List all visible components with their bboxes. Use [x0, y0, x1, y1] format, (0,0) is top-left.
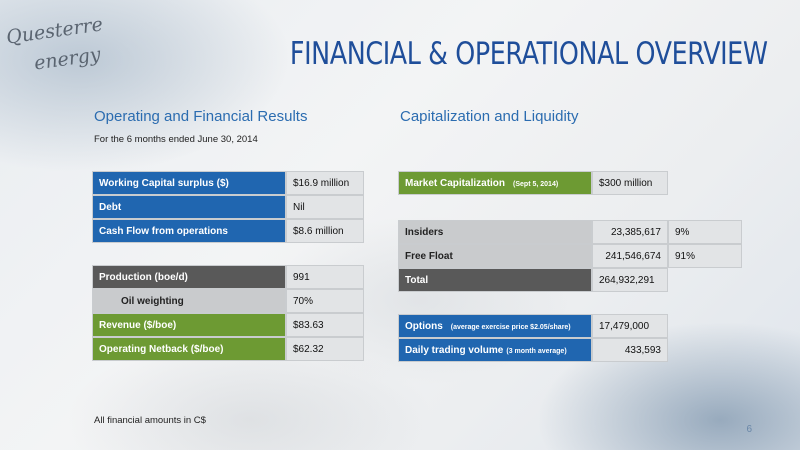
- table-row: Free Float 241,546,674 91%: [398, 244, 742, 268]
- row-label: Daily trading volume (3 month average): [398, 338, 592, 362]
- table-row: Production (boe/d) 991: [92, 265, 364, 289]
- table-row: Insiders 23,385,617 9%: [398, 220, 742, 244]
- operating-results-heading: Operating and Financial Results: [94, 108, 308, 125]
- footer-note: All financial amounts in C$: [94, 415, 206, 426]
- table-row: Cash Flow from operations $8.6 million: [92, 219, 364, 243]
- row-label: Revenue ($/boe): [92, 313, 286, 337]
- table-row: Working Capital surplus ($) $16.9 millio…: [92, 171, 364, 195]
- row-label: Working Capital surplus ($): [92, 171, 286, 195]
- market-cap-label: Market Capitalization: [405, 177, 506, 189]
- operational-results-table: Production (boe/d) 991 Oil weighting 70%…: [92, 265, 364, 361]
- row-label: Options (average exercise price $2.05/sha…: [398, 314, 592, 338]
- table-row: Debt Nil: [92, 195, 364, 219]
- row-value: $83.63: [286, 313, 364, 337]
- logo-line-2: energy: [32, 43, 102, 75]
- row-value: 17,479,000: [592, 314, 668, 338]
- empty-cell: [668, 268, 742, 292]
- row-label: Debt: [92, 195, 286, 219]
- row-label: Production (boe/d): [92, 265, 286, 289]
- table-row: Market Capitalization (Sept 5, 2014) $300…: [398, 171, 668, 195]
- table-row: Revenue ($/boe) $83.63: [92, 313, 364, 337]
- logo-line-1: Questerre: [4, 13, 105, 49]
- market-cap-note: (Sept 5, 2014): [513, 180, 559, 188]
- row-percent: 91%: [668, 244, 742, 268]
- table-row: Operating Netback ($/boe) $62.32: [92, 337, 364, 361]
- options-table: Options (average exercise price $2.05/sha…: [398, 314, 668, 362]
- row-value: 241,546,674: [592, 244, 668, 268]
- row-value: 70%: [286, 289, 364, 313]
- table-row: Oil weighting 70%: [92, 289, 364, 313]
- capitalization-heading: Capitalization and Liquidity: [400, 108, 579, 125]
- options-note: (average exercise price $2.05/share): [450, 323, 571, 331]
- row-value: $16.9 million: [286, 171, 364, 195]
- row-value: 23,385,617: [592, 220, 668, 244]
- row-value: $300 million: [592, 171, 668, 195]
- row-value: 264,932,291: [592, 268, 668, 292]
- row-percent: 9%: [668, 220, 742, 244]
- trading-note: (3 month average): [506, 347, 567, 355]
- slide-title: FINANCIAL & OPERATIONAL OVERVIEW: [290, 36, 768, 72]
- row-label: Market Capitalization (Sept 5, 2014): [398, 171, 592, 195]
- shares-table: Insiders 23,385,617 9% Free Float 241,54…: [398, 220, 742, 292]
- row-label: Insiders: [398, 220, 592, 244]
- trading-label: Daily trading volume: [405, 344, 504, 356]
- table-row: Options (average exercise price $2.05/sha…: [398, 314, 668, 338]
- row-value: Nil: [286, 195, 364, 219]
- market-cap-table: Market Capitalization (Sept 5, 2014) $300…: [398, 171, 668, 195]
- row-value: 991: [286, 265, 364, 289]
- row-label: Oil weighting: [92, 289, 286, 313]
- row-label: Free Float: [398, 244, 592, 268]
- row-value: $62.32: [286, 337, 364, 361]
- table-row: Daily trading volume (3 month average) 43…: [398, 338, 668, 362]
- row-label: Cash Flow from operations: [92, 219, 286, 243]
- table-row: Total 264,932,291: [398, 268, 742, 292]
- page-number: 6: [746, 424, 752, 435]
- row-label: Operating Netback ($/boe): [92, 337, 286, 361]
- row-value: 433,593: [592, 338, 668, 362]
- company-logo: Questerre energy: [4, 13, 126, 84]
- row-label: Total: [398, 268, 592, 292]
- financial-results-table: Working Capital surplus ($) $16.9 millio…: [92, 171, 364, 243]
- row-value: $8.6 million: [286, 219, 364, 243]
- options-label: Options: [405, 320, 443, 332]
- period-subheading: For the 6 months ended June 30, 2014: [94, 134, 258, 145]
